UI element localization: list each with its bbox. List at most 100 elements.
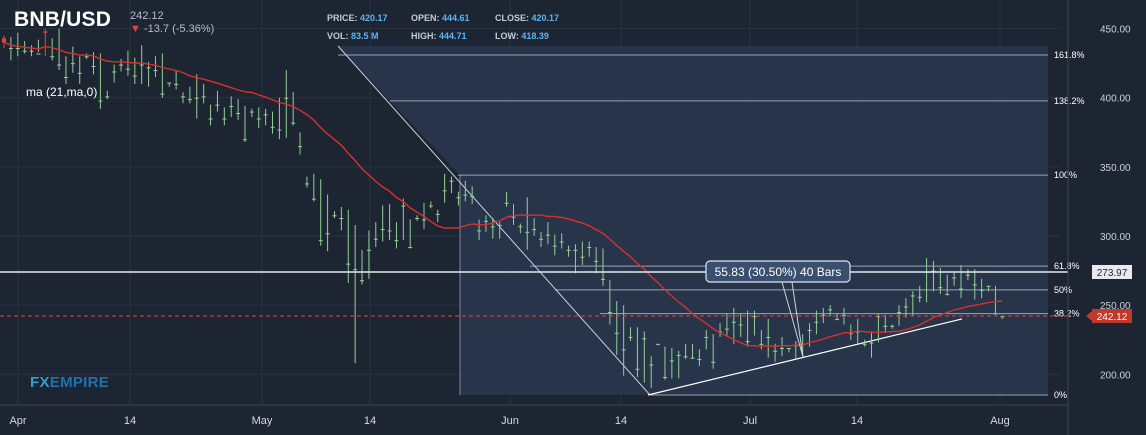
candle-body — [897, 312, 902, 314]
candle-body — [311, 198, 316, 200]
candle-body — [139, 64, 144, 66]
candle-body — [229, 106, 234, 108]
candle-body — [559, 241, 564, 243]
fib-level-label: 50% — [1054, 285, 1072, 295]
candle-body — [917, 296, 922, 298]
candle-body — [979, 289, 984, 291]
moving-average — [3, 41, 1003, 348]
candle-body — [270, 126, 275, 128]
candle-body — [821, 314, 826, 316]
candle-body — [174, 83, 179, 85]
candle-body — [277, 129, 282, 131]
annotation-pointer-b — [791, 281, 804, 358]
candle-body — [993, 313, 998, 315]
candle-body — [594, 260, 599, 262]
candle-body — [194, 97, 199, 99]
candle-body — [29, 50, 34, 52]
candle-body — [325, 233, 330, 235]
candle-body — [435, 213, 440, 215]
candle-body — [2, 38, 6, 43]
candle-body — [752, 316, 757, 318]
price-levels: 273.97 242.12 — [0, 264, 1132, 324]
candle-body — [986, 285, 991, 287]
ohlc-price-value: 420.17 — [360, 13, 388, 23]
candle-body — [683, 356, 688, 358]
candle-body — [690, 357, 695, 359]
candle-body — [938, 287, 943, 289]
candle-body — [15, 47, 20, 49]
fib-level-label: 138.2% — [1054, 96, 1085, 106]
x-tick-label: 14 — [615, 415, 627, 427]
x-axis: Apr 14 May 14 Jun 14 Jul 14 Aug — [0, 404, 1068, 427]
last-price: 242.12 — [130, 10, 164, 22]
candle-body — [146, 67, 151, 69]
candle-body — [201, 96, 206, 98]
candle-body — [552, 245, 557, 247]
x-tick-label: Apr — [9, 415, 26, 427]
candle-body — [373, 238, 378, 240]
candle-body — [387, 230, 392, 232]
fib-level-label: 0% — [1054, 390, 1067, 400]
candle-body — [511, 216, 516, 218]
symbol-title: BNB/USD — [14, 8, 112, 31]
ohlc-price: PRICE: 420.17 — [327, 13, 388, 23]
candle-body — [745, 341, 750, 343]
candle-body — [242, 139, 247, 141]
fib-anchor-line — [337, 45, 651, 396]
resistance-tag-label: 273.97 — [1097, 268, 1128, 279]
ohlc-high: HIGH: 444.71 — [411, 31, 467, 41]
candle-body — [36, 53, 41, 55]
current-price-tag-label: 242.12 — [1097, 312, 1128, 323]
candle-body — [346, 263, 351, 265]
ohlc-open: OPEN: 444.61 — [411, 13, 470, 23]
candle-body — [449, 180, 454, 182]
candle-body — [773, 350, 778, 352]
candle-body — [649, 364, 654, 366]
candle-body — [22, 50, 27, 52]
candle-body — [738, 324, 743, 326]
candle-body — [63, 77, 68, 79]
candle-body — [518, 226, 523, 228]
candle-body — [972, 284, 977, 286]
candle-body — [959, 288, 964, 290]
ohlc-low-key: LOW: — [495, 31, 519, 41]
price-change: ▼ -13.7 (-5.36%) — [130, 23, 214, 35]
ohlc-open-key: OPEN: — [411, 13, 440, 23]
candle-body — [401, 205, 406, 207]
candle-body — [167, 82, 172, 84]
candle-body — [119, 64, 124, 66]
candle-body — [236, 112, 241, 114]
ma-indicator-label[interactable]: ma (21,ma,0) — [26, 85, 98, 99]
candle-body — [607, 312, 612, 314]
current-price-tag — [1092, 309, 1132, 324]
candle-body — [353, 269, 358, 271]
ohlc-open-value: 444.61 — [442, 13, 470, 23]
chart-header: BNB/USD — [14, 8, 111, 32]
candle-body — [98, 100, 103, 102]
candle-body — [1000, 316, 1005, 318]
candle-body — [704, 336, 709, 338]
candle-body — [421, 219, 426, 221]
ohlc-volume-value: 83.5 M — [351, 31, 379, 41]
candle-body — [50, 56, 55, 58]
candle-body — [77, 72, 82, 74]
candle-body — [731, 321, 736, 323]
x-tick-label: May — [252, 415, 273, 427]
candle-body — [256, 118, 261, 120]
y-tick-label: 250.00 — [1100, 301, 1131, 312]
candle-body — [573, 249, 578, 251]
candle-body — [965, 274, 970, 276]
fib-level-label: 161.8% — [1054, 50, 1085, 60]
candle-body — [697, 359, 702, 361]
candle-body — [759, 343, 764, 345]
annotation-text: 55.83 (30.50%) 40 Bars — [715, 265, 842, 279]
candle-body — [43, 31, 48, 33]
candle-body — [676, 354, 681, 356]
candle-body — [545, 234, 550, 236]
candle-body — [580, 256, 585, 258]
candle-body — [532, 229, 537, 231]
candle-body — [793, 345, 798, 347]
y-tick-label: 350.00 — [1100, 163, 1131, 174]
candle-body — [332, 215, 337, 217]
